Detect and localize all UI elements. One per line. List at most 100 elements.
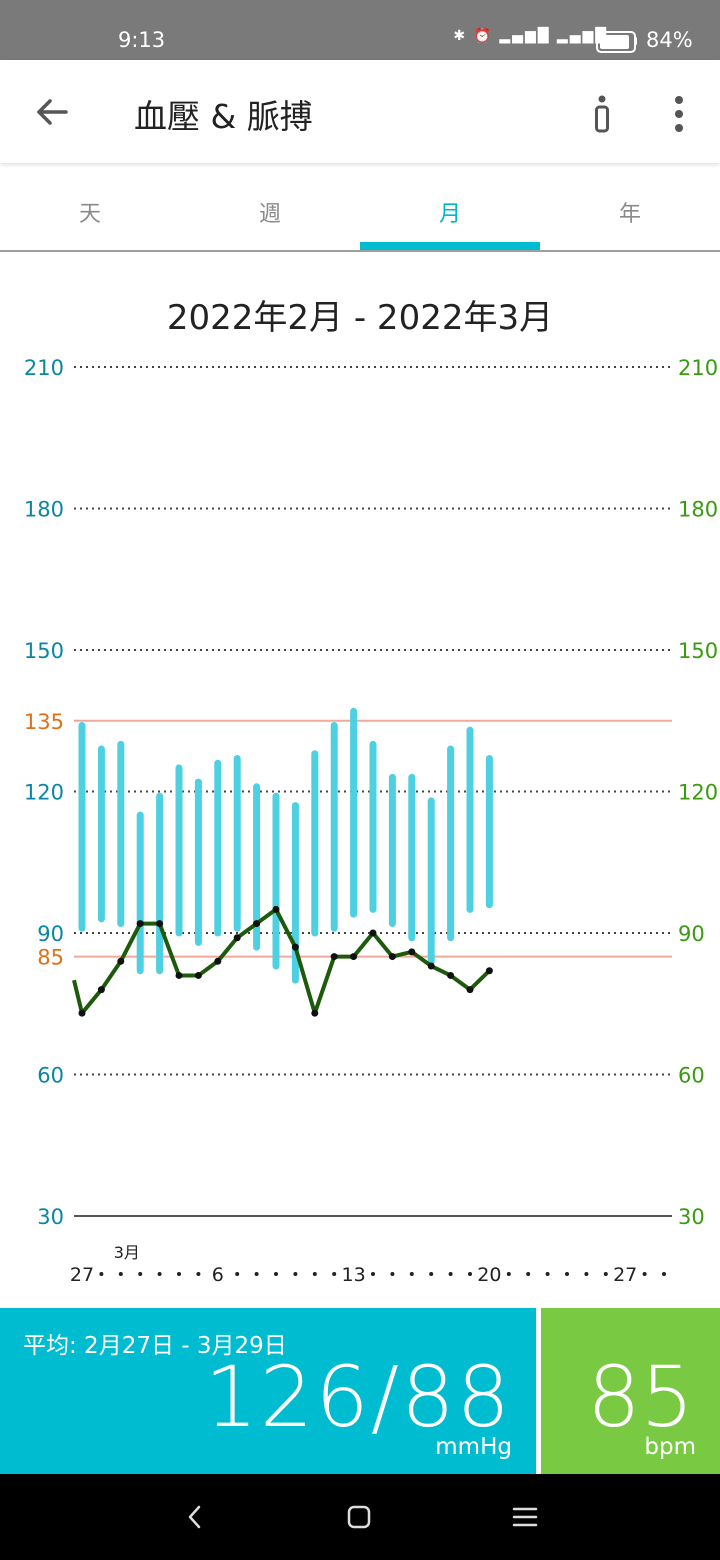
battery-level: 84% xyxy=(646,28,693,52)
x-tick-dot xyxy=(390,1272,395,1276)
x-tick-dot xyxy=(235,1272,240,1276)
pulse-average-value: 85 xyxy=(587,1348,694,1446)
period-tabs: 天 週 月 年 xyxy=(0,170,720,252)
x-tick-dot xyxy=(603,1272,608,1276)
right-tick-label: 180 xyxy=(678,498,718,522)
bp-average-panel[interactable]: 平均: 2月27日 - 3月29日 126/88 mmHg xyxy=(0,1308,536,1474)
bp-unit: mmHg xyxy=(435,1434,512,1460)
pulse-line xyxy=(72,907,491,1016)
pulse-point xyxy=(485,967,493,975)
pulse-point xyxy=(233,934,241,942)
x-tick-dot xyxy=(662,1272,666,1276)
bp-average-value: 126/88 xyxy=(204,1348,512,1446)
right-tick-label: 150 xyxy=(678,639,718,663)
average-label: 平均: 2月27日 - 3月29日 xyxy=(23,1333,287,1359)
pulse-average-panel[interactable]: 85 bpm xyxy=(541,1308,720,1474)
pulse-point xyxy=(388,953,396,961)
pulse-point xyxy=(175,971,183,979)
right-tick-label: 30 xyxy=(678,1205,705,1229)
x-tick-label: 27 xyxy=(613,1264,637,1286)
x-tick-dot xyxy=(526,1272,531,1276)
pulse-point xyxy=(78,1009,86,1017)
pulse-point xyxy=(291,943,299,951)
pulse-point xyxy=(117,957,125,965)
tab-year[interactable]: 年 xyxy=(618,202,641,227)
status-bar: 9:13 ✱ ⏰ ▂▄▆█ ▂▄▆█ 84% xyxy=(0,0,720,60)
pulse-point xyxy=(369,929,377,937)
tab-week[interactable]: 週 xyxy=(258,202,281,227)
x-tick-dot xyxy=(293,1272,298,1276)
x-tick-dot xyxy=(468,1272,472,1276)
pulse-point xyxy=(97,986,105,994)
left-tick-label: 60 xyxy=(37,1064,64,1088)
info-icon[interactable] xyxy=(594,94,612,134)
status-icons: ✱ ⏰ ▂▄▆█ ▂▄▆█ xyxy=(453,28,608,44)
pulse-point xyxy=(136,920,144,928)
x-tick-dot xyxy=(99,1272,104,1276)
right-tick-label: 90 xyxy=(678,922,705,946)
x-tick-label: 13 xyxy=(342,1264,366,1286)
tab-indicator xyxy=(360,242,540,250)
pulse-point xyxy=(272,905,280,913)
x-tick-dot xyxy=(138,1272,143,1276)
x-tick-dot xyxy=(584,1272,589,1276)
pulse-unit: bpm xyxy=(644,1434,696,1460)
pulse-point xyxy=(214,957,222,965)
x-tick-dot xyxy=(565,1272,569,1276)
x-tick-dot xyxy=(429,1272,434,1276)
pulse-point xyxy=(194,971,202,979)
pulse-point xyxy=(253,920,261,928)
more-vert-icon[interactable] xyxy=(670,94,688,134)
left-tick-label: 150 xyxy=(24,639,64,663)
x-tick-dot xyxy=(506,1272,511,1276)
pulse-point xyxy=(408,948,416,956)
left-tick-label: 210 xyxy=(24,356,64,380)
tab-day[interactable]: 天 xyxy=(78,202,101,227)
bp-pulse-chart: 210 210 180 180 150 150 120 120 90 90 60 60 30 30 135 8… xyxy=(24,356,718,1286)
nav-home-icon[interactable] xyxy=(344,1502,374,1532)
nav-menu-icon[interactable] xyxy=(510,1502,540,1532)
x-tick-label: 27 xyxy=(70,1264,94,1286)
threshold-label: 135 xyxy=(24,710,64,734)
left-tick-label: 180 xyxy=(24,498,64,522)
app-bar: 血壓 & 脈搏 xyxy=(0,60,720,163)
x-tick-dot xyxy=(157,1272,162,1276)
x-tick-dot xyxy=(545,1272,550,1276)
x-tick-dot xyxy=(642,1272,647,1276)
x-tick-dot xyxy=(196,1272,201,1276)
x-tick-label: 20 xyxy=(477,1264,501,1286)
nav-back-icon[interactable] xyxy=(180,1502,210,1532)
month-label: 3月 xyxy=(114,1243,140,1262)
x-tick-dot xyxy=(177,1272,181,1276)
status-time: 9:13 xyxy=(118,28,166,52)
x-tick-dot xyxy=(371,1272,375,1276)
right-tick-label: 60 xyxy=(678,1064,705,1088)
battery-icon xyxy=(596,31,636,53)
x-tick-dot xyxy=(332,1272,337,1276)
battery-nub xyxy=(634,37,637,45)
x-tick-dot xyxy=(118,1272,123,1276)
x-tick-dot xyxy=(409,1272,414,1276)
date-range-title: 2022年2月 - 2022年3月 xyxy=(166,298,554,338)
pulse-point xyxy=(350,953,358,961)
summary-panel: 平均: 2月27日 - 3月29日 126/88 mmHg 85 bpm xyxy=(0,1308,720,1474)
threshold-label: 85 xyxy=(37,946,64,970)
arrow-back-icon[interactable] xyxy=(34,94,70,130)
pulse-point xyxy=(447,971,455,979)
left-tick-label: 120 xyxy=(24,781,64,805)
x-tick-dot xyxy=(448,1272,453,1276)
x-tick-dot xyxy=(312,1272,317,1276)
right-tick-label: 210 xyxy=(678,356,718,380)
pulse-point xyxy=(466,986,474,994)
pulse-point xyxy=(156,920,164,928)
tab-month[interactable]: 月 xyxy=(438,202,461,227)
left-tick-label: 30 xyxy=(37,1205,64,1229)
x-tick-dot xyxy=(254,1272,259,1276)
right-tick-label: 120 xyxy=(678,781,718,805)
left-tick-label: 90 xyxy=(37,922,64,946)
system-nav-bar xyxy=(0,1474,720,1560)
pulse-point xyxy=(311,1009,319,1017)
page-title: 血壓 & 脈搏 xyxy=(134,97,313,136)
pulse-point xyxy=(427,962,435,970)
x-tick-dot xyxy=(274,1272,278,1276)
